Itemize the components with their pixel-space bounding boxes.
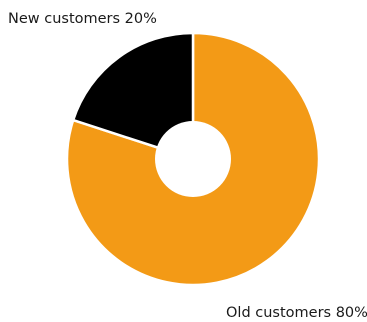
slice-label-new-customers: New customers 20%: [8, 11, 157, 27]
donut-hole: [155, 121, 231, 197]
slice-label-old-customers: Old customers 80%: [226, 305, 367, 321]
donut-slice-new-customers: [71, 31, 195, 161]
